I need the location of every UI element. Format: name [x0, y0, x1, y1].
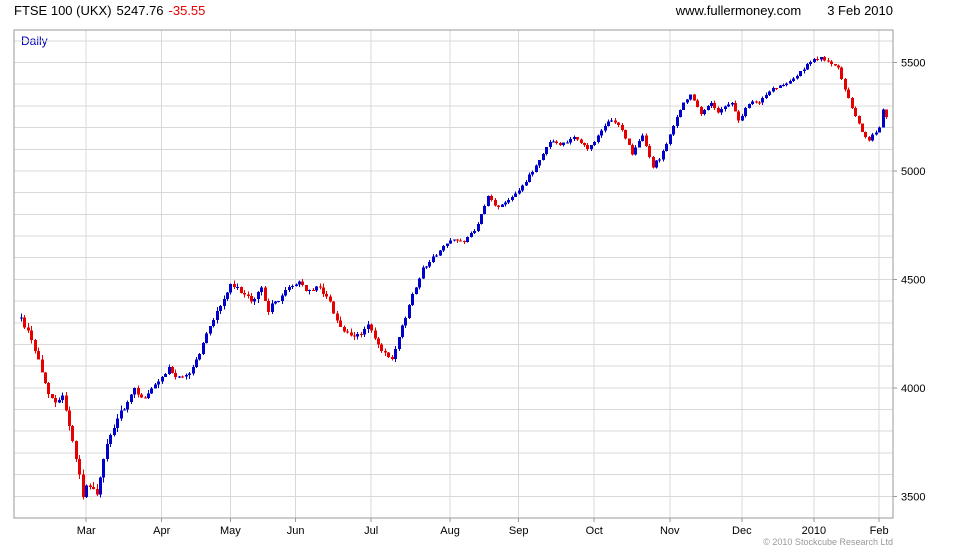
svg-text:Dec: Dec	[732, 525, 752, 537]
website-link[interactable]: www.fullermoney.com	[675, 3, 802, 18]
svg-text:5000: 5000	[901, 166, 925, 178]
copyright-notice: © 2010 Stockcube Research Ltd	[763, 537, 893, 547]
svg-text:2010: 2010	[802, 525, 826, 537]
svg-text:Apr: Apr	[153, 525, 170, 537]
last-price: 5247.76	[116, 3, 164, 18]
svg-text:Mar: Mar	[77, 525, 96, 537]
svg-text:Jun: Jun	[287, 525, 305, 537]
price-change: -35.55	[168, 3, 206, 18]
svg-text:Sep: Sep	[509, 525, 529, 537]
svg-text:Nov: Nov	[660, 525, 680, 537]
svg-text:4000: 4000	[901, 383, 925, 395]
svg-text:4500: 4500	[901, 274, 925, 286]
quote-date: 3 Feb 2010	[827, 3, 893, 18]
svg-text:Oct: Oct	[586, 525, 603, 537]
instrument-quote: FTSE 100 (UKX) 5247.76 -35.55	[14, 3, 205, 18]
svg-text:Jul: Jul	[364, 525, 378, 537]
svg-text:May: May	[220, 525, 241, 537]
chart-header-right: www.fullermoney.com 3 Feb 2010	[676, 3, 893, 18]
svg-text:Feb: Feb	[870, 525, 889, 537]
svg-text:3500: 3500	[901, 491, 925, 503]
svg-text:5500: 5500	[901, 58, 925, 70]
instrument-title: FTSE 100 (UKX)	[14, 3, 112, 18]
svg-text:Aug: Aug	[440, 525, 460, 537]
